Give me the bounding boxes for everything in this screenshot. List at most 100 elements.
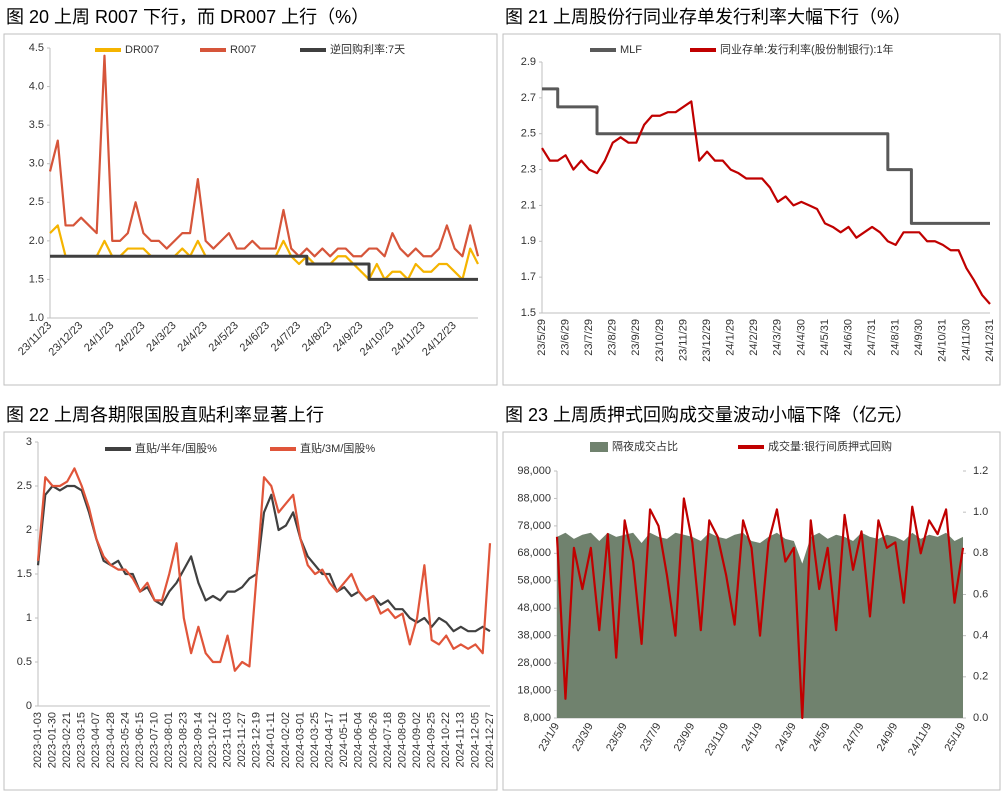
x-tick-label: 23/5/29 bbox=[536, 319, 548, 356]
x-tick-label: 24/9/9 bbox=[875, 721, 901, 753]
x-tick-label: 24/4/30 bbox=[795, 319, 807, 356]
panel-frame bbox=[3, 33, 498, 386]
x-tick-label: 2024-04-17 bbox=[324, 712, 336, 768]
line bbox=[541, 100, 991, 305]
y-tick-label: 2.1 bbox=[521, 199, 536, 211]
x-tick-label: 2024-07-18 bbox=[382, 712, 394, 768]
x-tick-label: 2023-11-27 bbox=[236, 712, 248, 767]
y2-tick-label: 1.0 bbox=[973, 506, 988, 518]
x-tick-label: 24/9/30 bbox=[913, 319, 925, 356]
legend-label: 同业存单:发行利率(股份制银行):1年 bbox=[720, 42, 894, 56]
y-tick-label: 28,000 bbox=[517, 657, 551, 669]
chart-title: 图 20 上周 R007 下行，而 DR007 上行（%） bbox=[6, 7, 369, 27]
x-tick-label: 2024-08-09 bbox=[396, 712, 408, 768]
y-tick-label: 3.5 bbox=[29, 119, 44, 131]
x-tick-label: 23/12/29 bbox=[701, 319, 713, 362]
x-tick-label: 23/6/29 bbox=[559, 319, 571, 356]
x-tick-label: 2024-12-27 bbox=[484, 712, 496, 768]
y2-tick-label: 0.8 bbox=[973, 547, 988, 559]
x-tick-label: 23/7/9 bbox=[638, 721, 664, 753]
x-tick-label: 2023-12-19 bbox=[251, 712, 263, 768]
panel-frame bbox=[502, 33, 1001, 386]
y-tick-label: 1.5 bbox=[29, 273, 44, 285]
x-tick-label: 23/9/29 bbox=[630, 319, 642, 356]
y-tick-label: 1 bbox=[26, 612, 32, 624]
x-tick-label: 2024-05-11 bbox=[338, 712, 350, 767]
y-tick-label: 2.0 bbox=[29, 235, 44, 247]
x-tick-label: 2024-02-02 bbox=[280, 712, 292, 768]
y2-tick-label: 0.4 bbox=[973, 630, 988, 642]
line bbox=[36, 484, 491, 633]
x-tick-label: 25/1/9 bbox=[942, 721, 968, 753]
x-tick-label: 24/5/31 bbox=[819, 319, 831, 356]
y2-tick-label: 1.2 bbox=[973, 465, 988, 477]
line bbox=[542, 87, 990, 225]
y-tick-label: 68,000 bbox=[517, 547, 551, 559]
y-tick-label: 88,000 bbox=[517, 492, 551, 504]
x-tick-label: 24/8/31 bbox=[890, 319, 902, 356]
x-tick-label: 2023-11-03 bbox=[221, 712, 233, 767]
x-tick-label: 2024-03-25 bbox=[309, 712, 321, 768]
chart-title: 图 21 上周股份行同业存单发行利率大幅下行（%） bbox=[505, 7, 911, 27]
x-tick-label: 2024-06-04 bbox=[353, 712, 365, 768]
x-tick-label: 24/11/9 bbox=[906, 721, 934, 758]
y-tick-label: 0.5 bbox=[17, 656, 32, 668]
y-tick-label: 78,000 bbox=[517, 520, 551, 532]
x-tick-label: 2023-07-10 bbox=[149, 712, 161, 768]
y-tick-label: 2.9 bbox=[521, 56, 536, 68]
x-tick-label: 24/3/23 bbox=[144, 320, 178, 354]
x-tick-label: 24/1/23 bbox=[82, 320, 116, 354]
y-tick-label: 58,000 bbox=[517, 575, 551, 587]
x-tick-label: 2023-08-23 bbox=[178, 712, 190, 768]
x-tick-label: 24/8/23 bbox=[300, 320, 334, 354]
x-tick-label: 2023-04-28 bbox=[105, 712, 117, 768]
legend-label: R007 bbox=[230, 44, 256, 56]
x-tick-label: 23/11/29 bbox=[677, 319, 689, 361]
y-tick-label: 18,000 bbox=[517, 684, 551, 696]
x-tick-label: 24/2/23 bbox=[113, 320, 147, 354]
line bbox=[49, 224, 479, 281]
y-tick-label: 38,000 bbox=[517, 630, 551, 642]
y-tick-label: 1.5 bbox=[521, 307, 536, 319]
x-tick-label: 2024-11-13 bbox=[455, 712, 467, 767]
x-tick-label: 2023-09-14 bbox=[192, 712, 204, 768]
x-tick-label: 23/9/9 bbox=[672, 721, 698, 753]
y-tick-label: 98,000 bbox=[517, 465, 551, 477]
x-tick-label: 24/1/29 bbox=[725, 319, 737, 356]
x-tick-label: 24/4/23 bbox=[175, 320, 209, 354]
y-tick-label: 8,000 bbox=[523, 712, 551, 724]
legend-label: 隔夜成交占比 bbox=[612, 439, 678, 453]
x-tick-label: 24/7/9 bbox=[841, 721, 867, 753]
y-tick-label: 3.0 bbox=[29, 158, 44, 170]
x-tick-label: 2023-01-30 bbox=[46, 712, 58, 768]
x-tick-label: 24/7/31 bbox=[866, 319, 878, 356]
y-tick-label: 2.5 bbox=[521, 128, 536, 140]
x-tick-label: 24/11/30 bbox=[960, 319, 972, 361]
x-tick-label: 24/2/29 bbox=[748, 319, 760, 356]
line bbox=[36, 467, 492, 672]
x-tick-label: 2023-05-24 bbox=[119, 712, 131, 768]
x-tick-label: 23/8/29 bbox=[607, 319, 619, 356]
x-tick-label: 23/10/29 bbox=[654, 319, 666, 362]
chart-title: 图 22 上周各期限国股直贴利率显著上行 bbox=[6, 405, 324, 425]
x-tick-label: 2024-01-11 bbox=[265, 712, 277, 767]
x-tick-label: 23/1/9 bbox=[536, 721, 562, 753]
x-tick-label: 2023-10-12 bbox=[207, 712, 219, 768]
y-tick-label: 2.7 bbox=[521, 92, 536, 104]
x-tick-label: 23/3/9 bbox=[570, 721, 596, 753]
legend-label: 直贴/半年/国股% bbox=[135, 441, 217, 455]
x-tick-label: 24/5/9 bbox=[807, 721, 833, 753]
legend-label: 直贴/3M/国股% bbox=[300, 441, 375, 455]
line bbox=[50, 254, 478, 281]
y-tick-label: 1.0 bbox=[29, 312, 44, 324]
x-tick-label: 2023-04-07 bbox=[90, 712, 102, 768]
y-tick-label: 1.7 bbox=[521, 271, 536, 283]
legend-label: MLF bbox=[620, 44, 642, 56]
y2-tick-label: 0.2 bbox=[973, 671, 988, 683]
x-tick-label: 2024-09-25 bbox=[426, 712, 438, 768]
x-tick-label: 24/3/29 bbox=[772, 319, 784, 356]
legend-label: 逆回购利率:7天 bbox=[330, 42, 405, 56]
x-tick-label: 23/12/23 bbox=[47, 320, 86, 359]
x-tick-label: 24/6/30 bbox=[842, 319, 854, 356]
